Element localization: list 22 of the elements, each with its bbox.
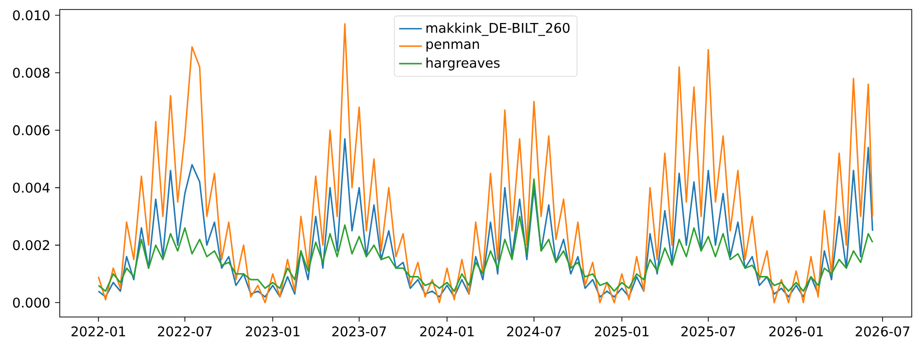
x-tick-label: 2022-01 bbox=[72, 326, 126, 336]
y-tick-label: 0.000 bbox=[13, 298, 50, 308]
y-tick-label: 0.006 bbox=[13, 125, 50, 136]
x-tick-label: 2023-01 bbox=[246, 326, 300, 336]
x-tick-label: 2026-07 bbox=[856, 326, 910, 336]
x-tick-label: 2023-07 bbox=[332, 326, 386, 336]
y-tick-label: 0.010 bbox=[13, 10, 50, 20]
x-tick-label: 2026-01 bbox=[769, 326, 823, 336]
y-tick-label: 0.008 bbox=[13, 68, 50, 78]
legend-label: penman bbox=[426, 41, 479, 52]
legend-label: hargreaves bbox=[426, 58, 500, 70]
x-tick-label: 2022-07 bbox=[158, 326, 212, 336]
line-series bbox=[98, 138, 874, 298]
y-tick-label: 0.004 bbox=[13, 182, 50, 193]
x-tick-label: 2024-07 bbox=[507, 326, 561, 336]
x-tick-label: 2025-07 bbox=[681, 326, 735, 336]
x-tick-label: 2025-01 bbox=[594, 326, 648, 336]
line-series bbox=[98, 178, 874, 292]
x-tick-label: 2024-01 bbox=[420, 326, 474, 336]
line-series bbox=[98, 23, 874, 304]
legend-label: makkink_DE-BILT_260 bbox=[426, 22, 570, 36]
y-tick-label: 0.002 bbox=[13, 240, 50, 250]
